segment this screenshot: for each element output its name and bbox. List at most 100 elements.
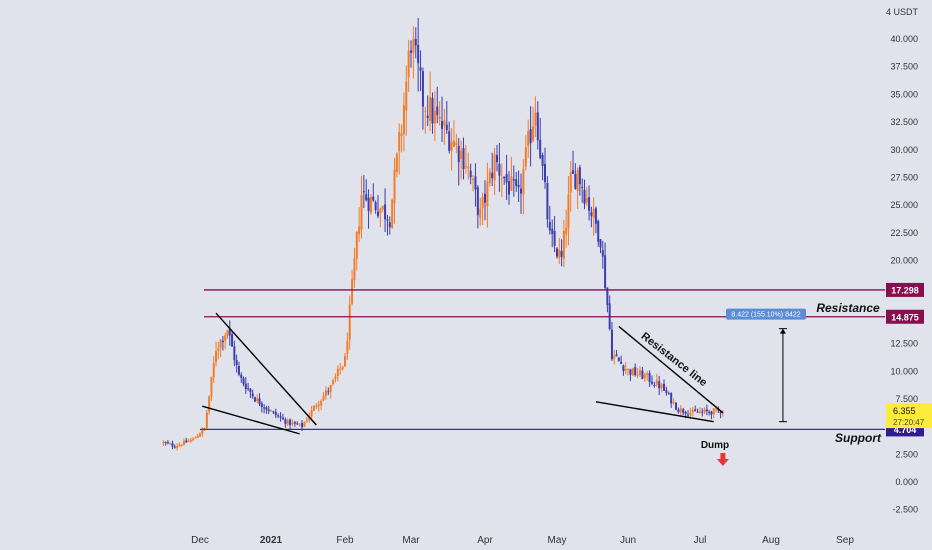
candle-body — [544, 163, 546, 183]
dump-arrow-shaft — [720, 453, 726, 459]
candle-body — [334, 376, 337, 379]
candle — [348, 295, 351, 350]
candle — [372, 183, 375, 203]
candle — [344, 352, 346, 367]
candle — [185, 437, 188, 444]
candle — [410, 40, 412, 68]
candle — [293, 420, 296, 427]
candle-body — [237, 366, 240, 375]
candle-body — [462, 148, 465, 170]
candle-body — [417, 44, 420, 64]
candle-body — [369, 197, 372, 213]
dump-annotation: Dump — [701, 440, 729, 451]
candle — [228, 320, 231, 346]
candle-body — [651, 381, 653, 384]
dec-support-trendline[interactable] — [202, 405, 300, 435]
candle-body — [562, 230, 565, 259]
x-axis[interactable]: Dec 2021 Feb Mar Apr May Jun Jul Aug Sep — [191, 535, 854, 546]
candle — [615, 349, 618, 357]
candle — [270, 409, 272, 412]
candle-body — [315, 405, 318, 407]
candle-body — [260, 403, 263, 407]
candle — [310, 405, 313, 421]
candle-body — [341, 366, 344, 370]
candle — [237, 361, 240, 377]
y-tick-label: 12.500 — [890, 339, 918, 349]
candle — [660, 382, 663, 393]
candle-body — [187, 440, 190, 442]
candle-body — [162, 442, 165, 444]
candle-body — [379, 208, 382, 214]
candle-body — [296, 423, 299, 425]
candle — [667, 391, 670, 395]
candle-body — [208, 396, 211, 412]
candle — [334, 373, 337, 383]
candle — [448, 121, 451, 154]
candle-body — [400, 133, 403, 136]
candle — [708, 409, 711, 416]
candle — [407, 39, 410, 92]
candle-body — [301, 423, 304, 428]
candle — [417, 17, 420, 92]
candle — [508, 171, 510, 205]
candle — [256, 394, 259, 404]
candle-body — [205, 412, 208, 428]
candle — [226, 329, 229, 340]
candle — [488, 167, 491, 187]
candle-body — [424, 110, 427, 112]
candle — [460, 140, 463, 180]
candle-body — [498, 164, 501, 176]
candle — [386, 214, 389, 236]
candle — [438, 101, 441, 126]
candle-body — [441, 121, 444, 129]
candle — [544, 147, 546, 189]
candle-body — [541, 155, 544, 167]
candle — [510, 156, 513, 192]
candle-body — [410, 50, 412, 53]
candle-body — [267, 409, 270, 412]
candle — [443, 108, 446, 145]
candle-body — [455, 142, 458, 146]
dump-arrow-head — [716, 459, 729, 466]
candle-body — [317, 404, 320, 407]
candle-body — [395, 153, 398, 173]
candle — [484, 180, 486, 221]
candle — [512, 165, 515, 197]
candle-body — [386, 219, 389, 221]
candle-body — [240, 374, 243, 378]
candle-body — [324, 390, 327, 396]
candle — [215, 341, 218, 367]
measure-tool[interactable]: 8.422 (155.10%) 8422 — [726, 308, 806, 423]
candle-body — [196, 436, 199, 438]
candle-body — [648, 373, 651, 383]
candle-body — [310, 410, 313, 417]
candle — [691, 407, 694, 417]
candle-body — [653, 385, 656, 387]
candle — [505, 154, 508, 201]
candle — [377, 195, 379, 219]
candle-body — [569, 172, 572, 193]
candle-body — [398, 132, 401, 152]
candle — [498, 143, 501, 192]
dump-arrow-icon — [716, 453, 729, 466]
candle — [679, 405, 682, 416]
jun-resistance-trendline[interactable] — [618, 325, 724, 414]
candle — [556, 247, 558, 259]
candle — [235, 354, 238, 373]
candle-body — [481, 196, 484, 208]
candle-body — [178, 444, 181, 447]
candle — [224, 332, 227, 350]
candle — [517, 170, 520, 203]
candle — [305, 416, 308, 423]
candle — [221, 335, 224, 351]
y-axis[interactable]: 4 USDT 40.000 37.500 35.000 32.500 30.000 27.… — [886, 7, 919, 515]
candle — [581, 178, 584, 203]
candle — [646, 371, 649, 381]
candle-body — [258, 398, 261, 405]
candle-body — [203, 427, 206, 429]
jun-support-trendline[interactable] — [595, 401, 714, 423]
candle — [515, 171, 518, 192]
dec-resistance-trendline[interactable] — [215, 312, 317, 426]
candle — [546, 176, 549, 228]
